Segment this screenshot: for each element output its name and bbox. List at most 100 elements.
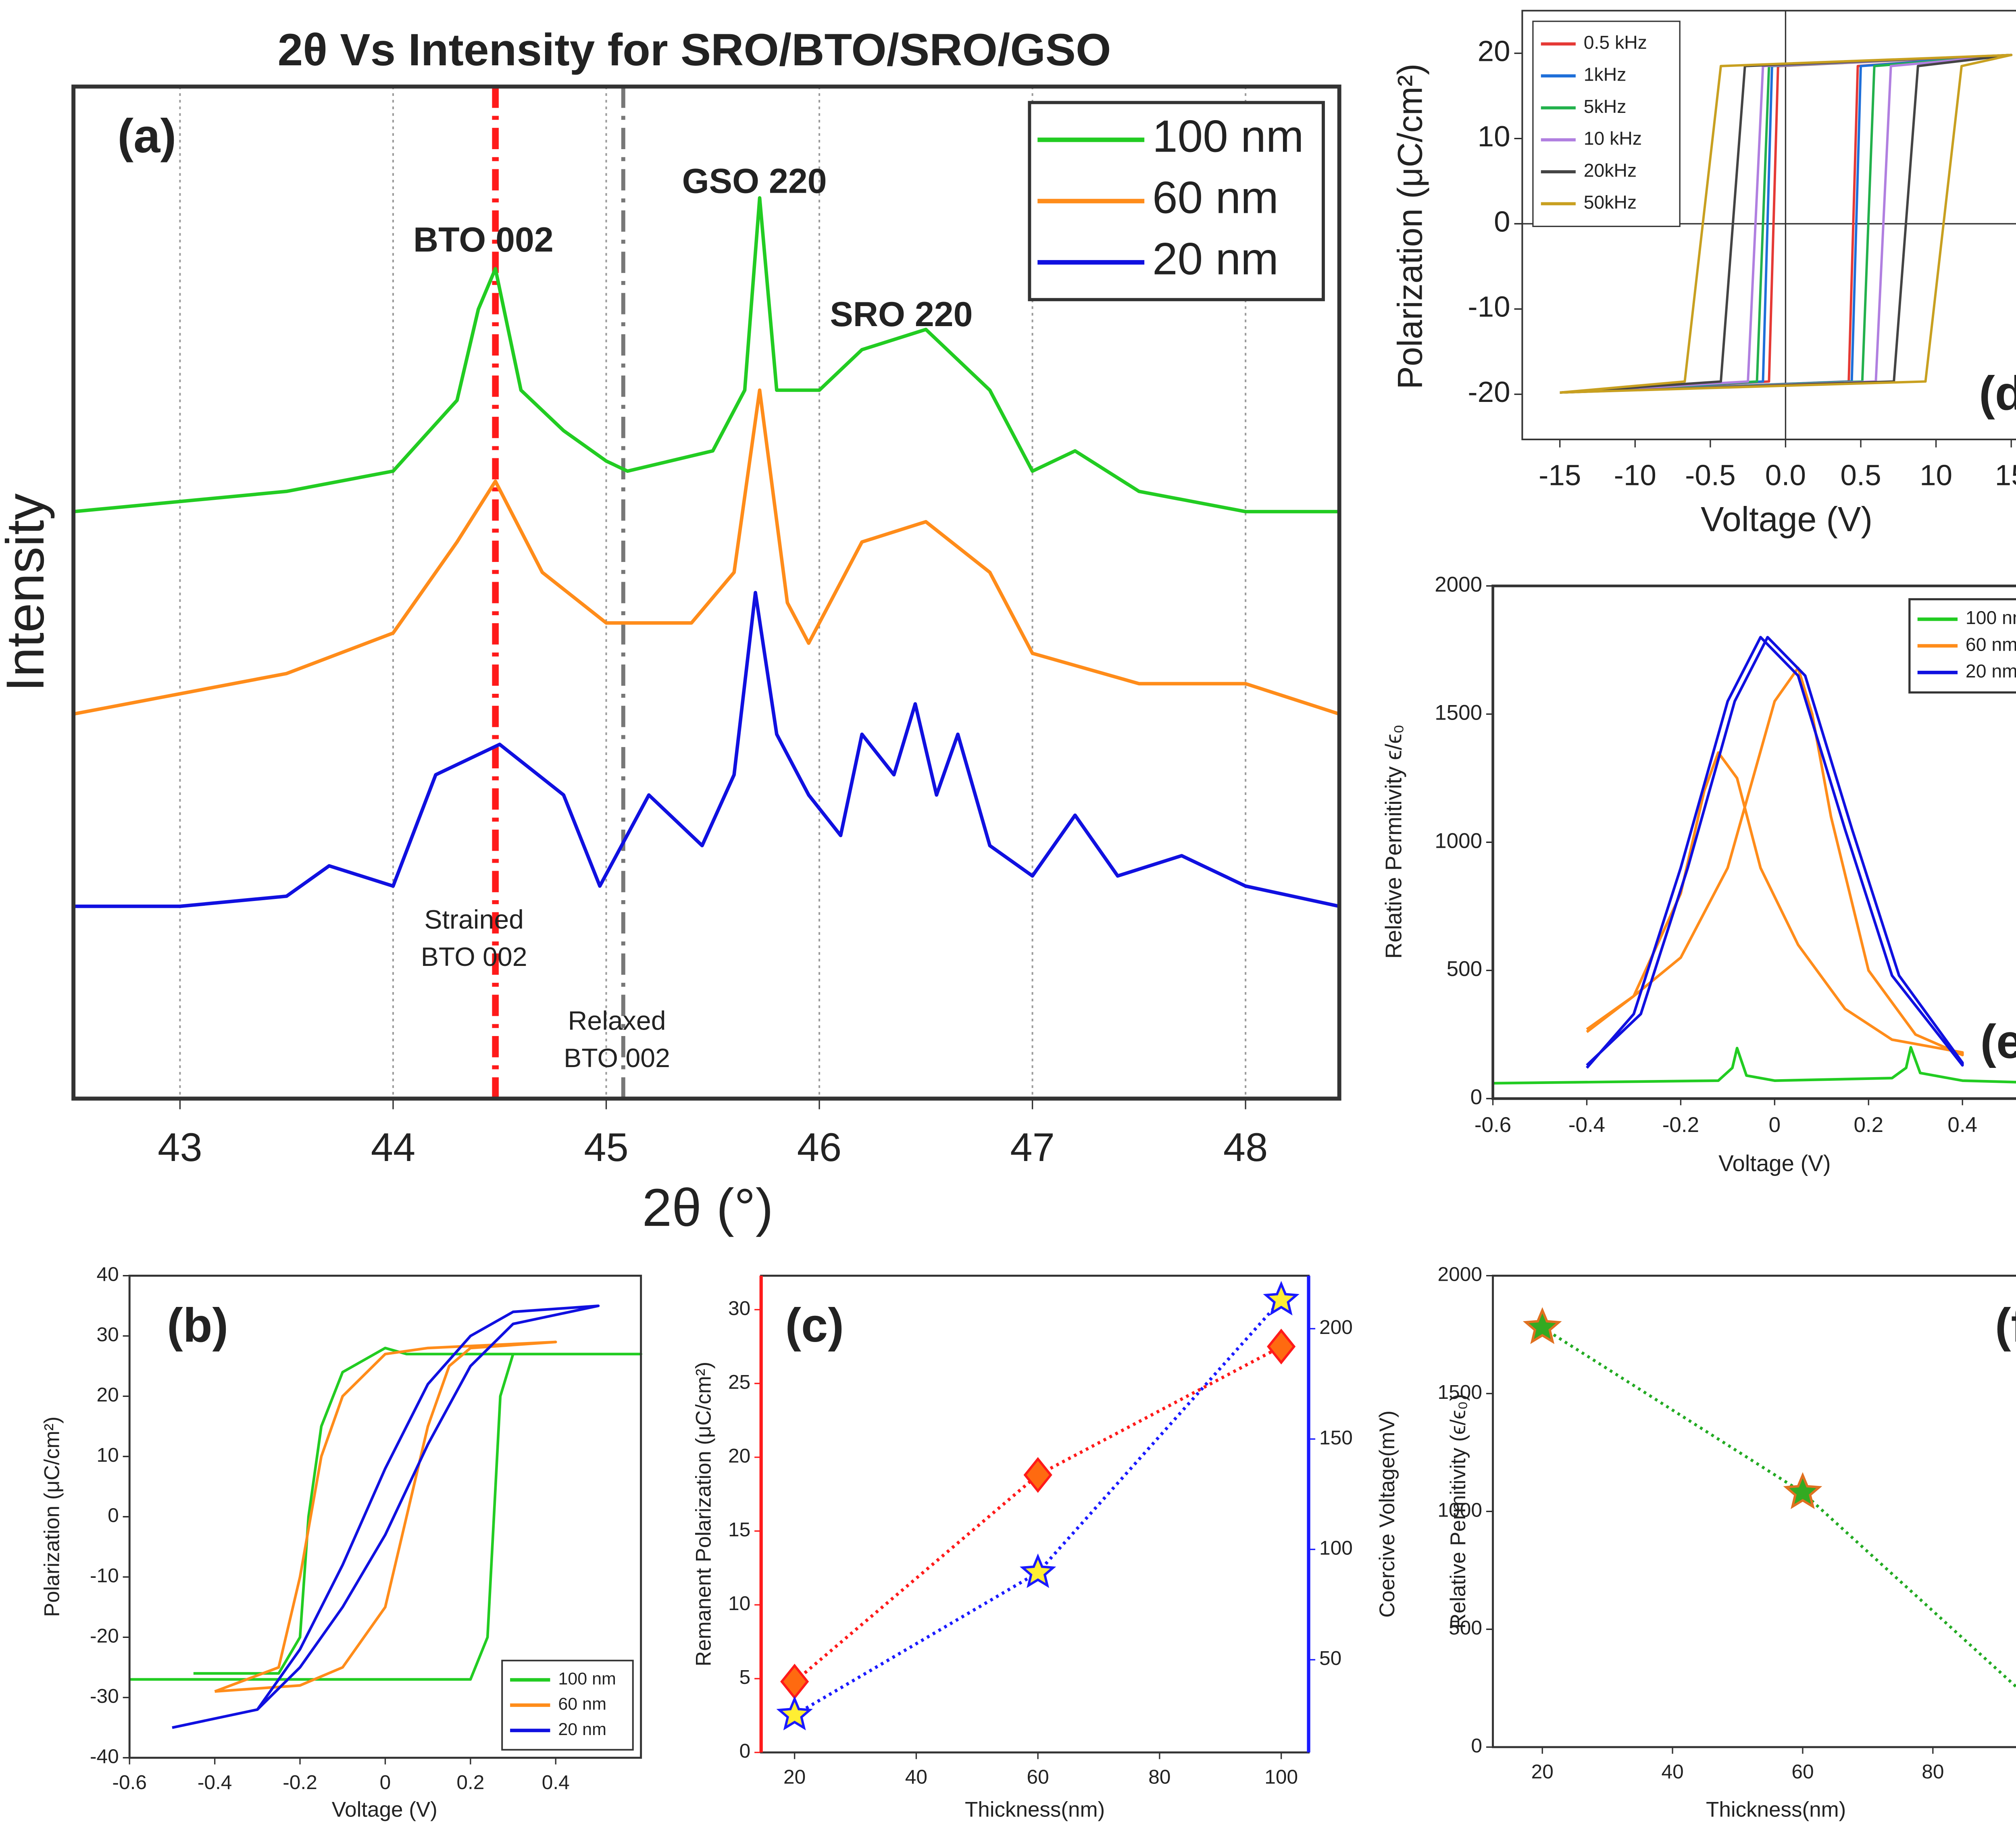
annotation: BTO 002 bbox=[564, 1043, 670, 1073]
y-tick-label: -10 bbox=[90, 1564, 119, 1587]
y-tick-label: 0 bbox=[108, 1504, 119, 1527]
series-line bbox=[73, 591, 1340, 908]
x-tick-label: 60 bbox=[1027, 1766, 1049, 1788]
x-axis-label: Voltage (V) bbox=[332, 1798, 437, 1821]
plot-frame bbox=[71, 84, 1341, 1101]
x-tick-label: 44 bbox=[371, 1125, 416, 1170]
y-tick-label: -20 bbox=[1468, 376, 1510, 408]
y-tick-label: 500 bbox=[1447, 957, 1482, 981]
x-tick-label: -0.5 bbox=[1685, 459, 1736, 492]
y-tick-label: 0 bbox=[1470, 1085, 1482, 1109]
x-tick-label: 47 bbox=[1010, 1125, 1055, 1170]
y-tick-label: 40 bbox=[96, 1263, 119, 1286]
y-tick-label: 0 bbox=[1494, 205, 1510, 238]
x-axis-label: Thickness(nm) bbox=[1706, 1798, 1846, 1821]
panel-label: (a) bbox=[117, 109, 176, 163]
y2-tick-label: 100 bbox=[1319, 1537, 1353, 1559]
x-tick-label: -0.4 bbox=[1568, 1113, 1605, 1137]
plot-frame bbox=[1491, 585, 2016, 1100]
legend-label: 100 nm bbox=[1152, 111, 1304, 162]
y-tick-label: 2000 bbox=[1438, 1263, 1483, 1286]
series-line bbox=[793, 1345, 1282, 1683]
y-tick-label: 2000 bbox=[1435, 572, 1482, 596]
marker bbox=[1023, 1457, 1052, 1493]
panel-label: (d) bbox=[1979, 366, 2016, 420]
y2-axis-label: Coercive Voltage(mV) bbox=[1375, 1411, 1399, 1618]
x-tick-label: 0.0 bbox=[1765, 459, 1806, 492]
plot-area bbox=[1493, 1275, 2016, 1747]
x-tick-label: -0.2 bbox=[283, 1771, 317, 1794]
y-tick-label: 0 bbox=[739, 1739, 751, 1762]
x-tick-label: 40 bbox=[905, 1766, 927, 1788]
plot-frame bbox=[1521, 10, 2016, 441]
marker bbox=[1020, 1553, 1056, 1588]
legend-label: 60 nm bbox=[1152, 172, 1279, 223]
x-tick-label: 46 bbox=[797, 1125, 842, 1170]
series-line bbox=[214, 1340, 557, 1693]
plot-frame bbox=[1492, 1275, 2016, 1748]
y2-tick-label: 50 bbox=[1319, 1647, 1341, 1669]
x-tick-label: -0.6 bbox=[112, 1771, 147, 1794]
legend-label: 60 nm bbox=[1966, 634, 2016, 655]
x-tick-label: 0.4 bbox=[542, 1771, 570, 1794]
x-axis-label: 2θ (°) bbox=[642, 1178, 773, 1238]
y2-tick-label: 200 bbox=[1319, 1316, 1353, 1338]
legend-label: 20 nm bbox=[1966, 660, 2016, 681]
chart-title: 2θ Vs Intensity for SRO/BTO/SRO/GSO bbox=[278, 24, 1111, 75]
panel-label: (c) bbox=[785, 1298, 844, 1352]
y-axis-label: Remanent Polarization (μC/cm²) bbox=[692, 1362, 716, 1667]
legend-label: 20 nm bbox=[558, 1720, 606, 1739]
series-line bbox=[1586, 666, 1964, 1057]
x-tick-label: 20 bbox=[1531, 1760, 1554, 1783]
x-tick-label: 0.2 bbox=[456, 1771, 484, 1794]
x-axis-label: Thickness(nm) bbox=[965, 1798, 1105, 1821]
annotation: SRO 220 bbox=[830, 295, 973, 334]
x-tick-label: 10 bbox=[1920, 459, 1952, 492]
x-tick-label: 0.4 bbox=[1947, 1113, 1977, 1137]
x-tick-label: 80 bbox=[1148, 1766, 1170, 1788]
y-tick-label: 25 bbox=[728, 1371, 750, 1393]
x-tick-label: -0.2 bbox=[1662, 1113, 1699, 1137]
y-tick-label: 15 bbox=[728, 1518, 750, 1541]
marker bbox=[776, 1696, 813, 1731]
legend-label: 60 nm bbox=[558, 1694, 606, 1714]
y-tick-label: 20 bbox=[96, 1384, 119, 1406]
x-tick-label: -0.4 bbox=[198, 1771, 232, 1794]
x-axis-label: Voltage (V) bbox=[1701, 500, 1872, 539]
y-tick-label: 1000 bbox=[1435, 829, 1482, 853]
series-line bbox=[73, 388, 1340, 716]
y-tick-label: -40 bbox=[90, 1745, 119, 1767]
y-tick-label: 20 bbox=[1478, 35, 1510, 67]
x-tick-label: 45 bbox=[584, 1125, 629, 1170]
y-tick-label: 500 bbox=[1449, 1617, 1482, 1639]
y-tick-label: 10 bbox=[728, 1592, 750, 1615]
legend-label: 10 kHz bbox=[1584, 128, 1642, 149]
plot-frame bbox=[128, 1275, 642, 1759]
x-tick-label: 48 bbox=[1223, 1125, 1268, 1170]
y-tick-label: 10 bbox=[1478, 120, 1510, 153]
y-axis-label: Relative Permitivity ϵ/ϵ₀ bbox=[1381, 724, 1406, 959]
annotation: BTO 002 bbox=[421, 942, 527, 972]
legend-label: 100 nm bbox=[1966, 607, 2016, 628]
y-tick-label: 5 bbox=[739, 1666, 751, 1688]
y-axis-label: Relative Permitivity (ϵ/ϵ₀) bbox=[1446, 1394, 1470, 1629]
x-tick-label: 0 bbox=[1769, 1113, 1781, 1137]
legend-label: 0.5 kHz bbox=[1584, 32, 1647, 53]
marker bbox=[1263, 1281, 1300, 1316]
legend-label: 50kHz bbox=[1584, 192, 1637, 213]
legend-label: 100 nm bbox=[558, 1669, 616, 1688]
x-tick-label: 0.2 bbox=[1854, 1113, 1883, 1137]
y2-tick-label: 150 bbox=[1319, 1426, 1353, 1449]
x-tick-label: 15 bbox=[1995, 459, 2016, 492]
y-tick-label: -20 bbox=[90, 1625, 119, 1647]
plot-area bbox=[761, 1275, 1309, 1753]
x-tick-label: -10 bbox=[1614, 459, 1656, 492]
legend-label: 20 nm bbox=[1152, 233, 1279, 284]
panel-label: (b) bbox=[167, 1298, 228, 1352]
y-tick-label: 1000 bbox=[1438, 1498, 1483, 1521]
y-tick-label: 1500 bbox=[1438, 1381, 1483, 1403]
panel-label: (f) bbox=[1995, 1298, 2016, 1352]
annotation: Strained bbox=[424, 905, 524, 934]
